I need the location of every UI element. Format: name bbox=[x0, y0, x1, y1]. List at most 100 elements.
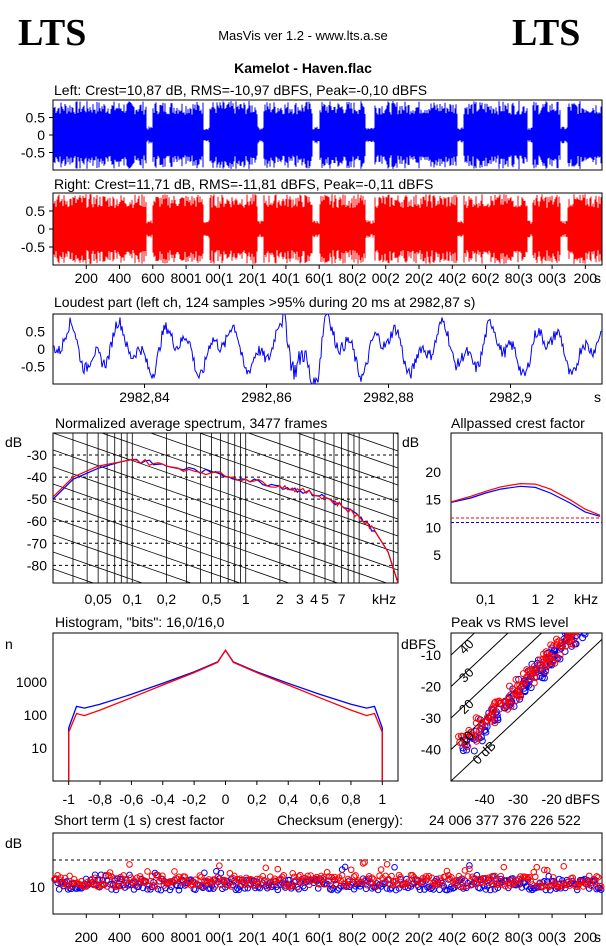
peak-rms-point-left bbox=[573, 625, 579, 631]
peak-rms-ytick-label: -20 bbox=[421, 679, 441, 695]
peak-rms-point-right bbox=[527, 670, 535, 678]
short-term-point-right bbox=[353, 878, 361, 886]
waveform-xtick-label: 60(2 bbox=[472, 270, 500, 286]
short-term-point-right bbox=[540, 866, 548, 874]
short-term-point-right bbox=[488, 873, 496, 880]
spectrum-slope-line bbox=[53, 433, 398, 554]
short-term-point-right bbox=[66, 872, 73, 880]
waveform-xtick-label: 40(2 bbox=[438, 270, 466, 286]
short-term-point-right bbox=[585, 872, 593, 880]
spectrum-xtick-label: 1 bbox=[242, 591, 250, 607]
histogram-ytick-label: 1000 bbox=[16, 674, 47, 690]
peak-rms-xtick-label: -40 bbox=[474, 791, 494, 807]
short-term-point-left bbox=[596, 884, 603, 892]
short-term-xtick-label: 80(2 bbox=[338, 929, 366, 945]
short-term-point-right bbox=[368, 874, 376, 882]
peak-rms-diagonal-label: 20 bbox=[456, 696, 477, 717]
short-term-point-right bbox=[228, 883, 235, 890]
peak-rms-point-left bbox=[540, 674, 548, 682]
short-term-point-right bbox=[448, 874, 455, 881]
short-term-xtick-label: 400 bbox=[108, 929, 132, 945]
short-term-xunit: s bbox=[594, 929, 601, 945]
spectrum-series-left bbox=[53, 458, 398, 583]
short-term-point-right bbox=[199, 883, 207, 890]
short-term-point-right bbox=[406, 881, 413, 889]
short-term-point-right bbox=[90, 881, 97, 889]
histogram-xtick-label: 0 bbox=[222, 791, 230, 807]
peak-rms-point-right bbox=[506, 682, 514, 690]
short-term-point-left bbox=[341, 863, 349, 871]
short-term-point-right bbox=[93, 882, 100, 889]
histogram-ytick-label: 10 bbox=[31, 740, 47, 756]
short-term-point-right bbox=[278, 873, 286, 881]
peak-rms-diagonal-label: 30 bbox=[456, 665, 477, 686]
right-waveform-title: Right: Crest=11,71 dB, RMS=-11,81 dBFS, … bbox=[54, 176, 433, 192]
short-term-point-right bbox=[329, 875, 337, 883]
histogram-xtick-label: 0,8 bbox=[341, 791, 361, 807]
peak-rms-point-right bbox=[575, 633, 581, 635]
right-waveform-signal bbox=[53, 194, 602, 264]
peak-rms-point-right bbox=[558, 643, 566, 651]
file-title: Kamelot - Haven.flac bbox=[234, 60, 372, 76]
left-waveform-ytick-label: -0.5 bbox=[21, 145, 45, 161]
histogram-xtick-label: 1 bbox=[378, 791, 386, 807]
short-term-point-left bbox=[496, 880, 503, 887]
spectrum-slope-line bbox=[53, 297, 398, 417]
short-term-xtick-label: 40(2 bbox=[438, 929, 466, 945]
peak-rms-diagonal-label: 40 bbox=[456, 636, 477, 657]
short-term-point-right bbox=[454, 877, 461, 884]
peak-rms-point-left bbox=[576, 633, 584, 636]
short-term-point-left bbox=[365, 875, 373, 882]
spectrum-ytick-label: -60 bbox=[27, 513, 47, 529]
short-term-point-right bbox=[530, 868, 538, 876]
peak-rms-point-right bbox=[556, 651, 564, 659]
spectrum-slope-line bbox=[53, 517, 242, 583]
left-waveform-ytick-label: 0.5 bbox=[26, 110, 46, 126]
short-term-point-right bbox=[168, 878, 175, 885]
peak-rms-point-right bbox=[547, 641, 555, 649]
short-term-point-right bbox=[259, 873, 267, 880]
crest-ylabel: dB bbox=[402, 434, 419, 450]
short-term-point-right bbox=[494, 881, 502, 889]
short-term-point-left bbox=[362, 885, 370, 893]
spectrum-slope-line bbox=[53, 500, 290, 583]
spectrum-xtick-label: 0,2 bbox=[157, 591, 177, 607]
spectrum-ytick-label: -80 bbox=[27, 557, 47, 573]
crest-ytick-label: 10 bbox=[425, 519, 441, 535]
histogram-xtick-label: -0,2 bbox=[182, 791, 206, 807]
histogram-series-right bbox=[68, 649, 383, 781]
short-term-point-right bbox=[263, 878, 271, 886]
short-term-ylabel: dB bbox=[5, 835, 22, 851]
short-term-point-right bbox=[328, 874, 335, 881]
loudest-part-title: Loudest part (left ch, 124 samples >95% … bbox=[54, 294, 475, 310]
peak-rms-point-right bbox=[467, 728, 475, 736]
short-term-point-right bbox=[204, 879, 211, 887]
peak-rms-diagonal bbox=[451, 638, 602, 781]
short-term-xtick-label: 200 bbox=[75, 929, 99, 945]
spectrum-slope-line bbox=[296, 433, 398, 469]
short-term-point-right bbox=[560, 863, 568, 870]
peak-rms-xtick-label: -20 bbox=[542, 791, 562, 807]
histogram-frame bbox=[52, 632, 399, 782]
short-term-point-right bbox=[485, 874, 493, 882]
short-term-point-left bbox=[301, 884, 309, 892]
spectrum-xtick-label: 2 bbox=[276, 591, 284, 607]
peak-rms-point-right bbox=[545, 653, 553, 661]
histogram-series-left bbox=[68, 649, 383, 781]
short-term-point-right bbox=[597, 883, 605, 890]
short-term-point-right bbox=[347, 866, 355, 874]
short-term-point-left bbox=[232, 886, 240, 894]
short-term-point-right bbox=[557, 879, 565, 887]
short-term-point-left bbox=[235, 886, 243, 894]
short-term-point-right bbox=[196, 872, 204, 879]
short-term-point-right bbox=[543, 867, 551, 874]
short-term-point-right bbox=[268, 881, 276, 888]
spectrum-slope-line bbox=[53, 449, 398, 571]
short-term-point-left bbox=[386, 885, 394, 893]
peak-rms-point-right bbox=[504, 695, 512, 703]
short-term-point-right bbox=[121, 876, 129, 883]
short-term-point-right bbox=[287, 882, 295, 890]
short-term-point-right bbox=[260, 877, 268, 884]
peak-rms-diagonal bbox=[451, 633, 543, 719]
short-term-point-right bbox=[216, 862, 223, 869]
